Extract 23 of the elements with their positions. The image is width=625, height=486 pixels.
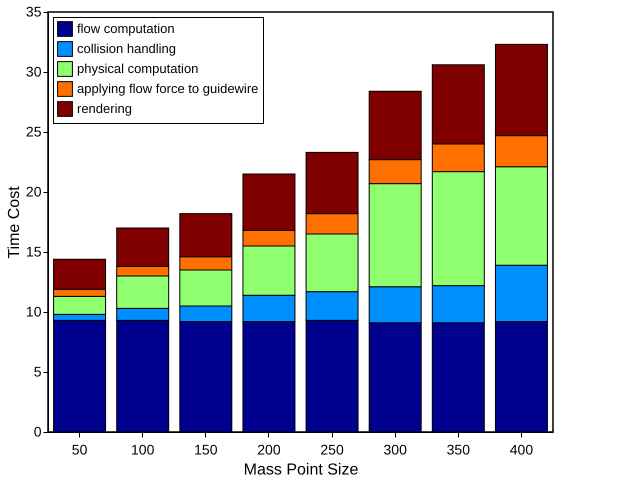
x-tick-label: 400 (510, 442, 534, 458)
legend-label: collision handling (77, 41, 176, 56)
y-axis-title: Time Cost (6, 186, 23, 259)
x-tick-label: 350 (446, 442, 470, 458)
y-tick-label: 5 (34, 364, 42, 380)
y-tick-label: 15 (26, 244, 42, 260)
y-tick-label: 25 (26, 124, 42, 140)
legend-label: applying flow force to guidewire (77, 81, 258, 96)
x-tick-label: 100 (131, 442, 155, 458)
x-tick-label: 50 (72, 442, 88, 458)
y-tick-label: 30 (26, 64, 42, 80)
x-tick-label: 250 (320, 442, 344, 458)
x-tick-label: 150 (194, 442, 218, 458)
y-tick-label: 0 (34, 424, 42, 440)
x-axis-title: Mass Point Size (244, 462, 358, 478)
y-tick-label: 20 (26, 184, 42, 200)
x-tick-label: 200 (257, 442, 281, 458)
legend-label: flow computation (77, 21, 175, 36)
legend-label: physical computation (77, 61, 198, 76)
x-tick-label: 300 (384, 442, 408, 458)
legend-label: rendering (77, 101, 132, 116)
y-tick-label: 35 (26, 4, 42, 20)
y-tick-label: 10 (26, 304, 42, 320)
